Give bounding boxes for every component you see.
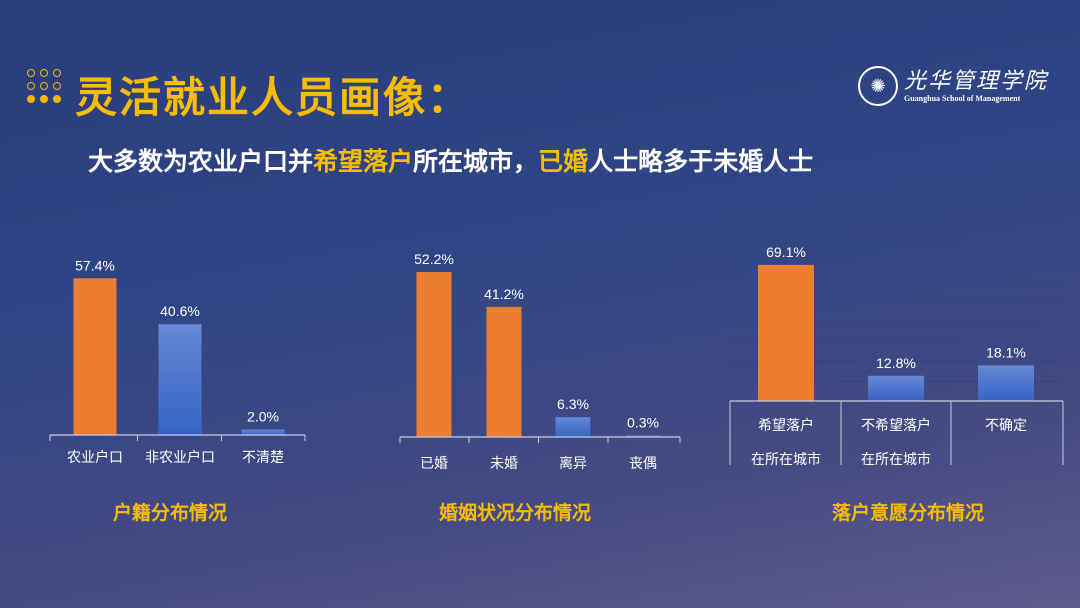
data-label: 69.1% [766, 244, 806, 260]
dot [53, 82, 61, 90]
bar-1-2 [555, 417, 591, 437]
page-title: 灵活就业人员画像： [75, 73, 472, 122]
bar-0-2 [241, 429, 285, 435]
chart-title: 户籍分布情况 [112, 502, 228, 524]
chart-title: 婚姻状况分布情况 [438, 502, 592, 524]
logo-en: Guanghua School of Management [904, 93, 1021, 103]
subtitle-text: 所在城市， [413, 147, 539, 176]
category-label: 离异 [559, 455, 587, 472]
pku-seal-icon: ✺ [858, 66, 898, 106]
data-label: 2.0% [247, 409, 279, 425]
bar-1-1 [486, 306, 522, 437]
data-label: 0.3% [627, 415, 659, 431]
data-label: 18.1% [986, 344, 1026, 360]
dot [27, 82, 35, 90]
category-label: 不希望落户 [861, 417, 931, 434]
category-label: 丧偶 [629, 456, 657, 472]
dots-decoration-icon [27, 69, 67, 109]
category-label: 希望落户 [758, 417, 814, 434]
category-label: 农业户口 [67, 449, 123, 466]
bar-0-0 [73, 278, 117, 435]
page-subtitle: 大多数为农业户口并希望落户所在城市，已婚人士略多于未婚人士 [88, 142, 813, 178]
bar-0-1 [158, 324, 202, 435]
bar-1-3 [625, 435, 661, 437]
dot [40, 95, 48, 103]
chart-title: 落户意愿分布情况 [831, 502, 985, 524]
dot [27, 69, 35, 77]
category-label: 在所在城市 [751, 451, 821, 468]
category-label: 非农业户口 [145, 449, 215, 466]
data-label: 57.4% [75, 257, 115, 273]
dot [40, 69, 48, 77]
bar-1-0 [416, 272, 452, 437]
category-label: 不清楚 [242, 450, 284, 466]
category-label: 未婚 [490, 456, 518, 472]
dot [53, 95, 61, 103]
guanghua-logo: ✺ 光华管理学院 Guanghua School of Management [858, 66, 1048, 106]
bar-2-1 [868, 375, 924, 401]
data-label: 40.6% [160, 303, 200, 319]
dot [53, 69, 61, 77]
subtitle-text: 人士略多于未婚人士 [588, 147, 814, 176]
bar-2-2 [978, 365, 1034, 401]
logo-cn: 光华管理学院 [904, 68, 1049, 94]
subtitle-highlight: 希望落户 [313, 147, 414, 176]
subtitle-highlight: 已婚 [538, 147, 589, 176]
data-label: 52.2% [414, 251, 454, 267]
subtitle-text: 大多数为农业户口并 [88, 147, 314, 176]
category-label: 不确定 [985, 418, 1027, 434]
dot [40, 82, 48, 90]
dot [27, 95, 35, 103]
data-label: 12.8% [876, 355, 916, 371]
bar-2-0 [758, 264, 814, 401]
category-label: 在所在城市 [861, 451, 931, 468]
data-label: 6.3% [557, 396, 589, 412]
category-label: 已婚 [420, 456, 448, 472]
data-label: 41.2% [484, 286, 524, 302]
